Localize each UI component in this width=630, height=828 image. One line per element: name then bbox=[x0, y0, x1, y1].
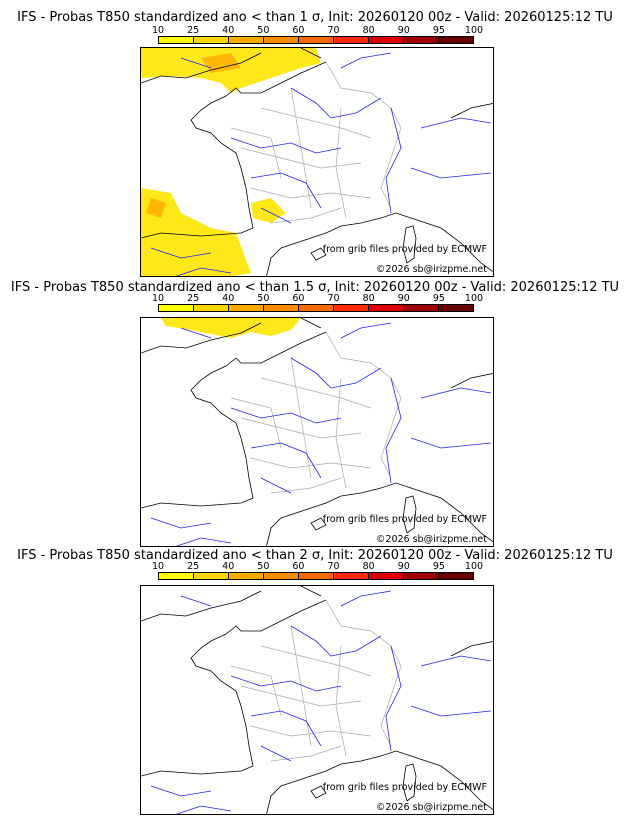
copyright-credit: ©2026 sb@irizpme.net bbox=[375, 264, 487, 275]
colorbar-tick-label: 70 bbox=[327, 293, 340, 304]
colorbar-tick-label: 40 bbox=[222, 293, 235, 304]
colorbar-tick-label: 25 bbox=[187, 561, 200, 572]
colorbar-segment bbox=[299, 37, 334, 43]
colorbar-tick-label: 25 bbox=[187, 293, 200, 304]
colorbar-segment bbox=[404, 305, 439, 311]
colorbar-tick-label: 90 bbox=[397, 293, 410, 304]
colorbar-tick-label: 80 bbox=[362, 25, 375, 36]
colorbar-segment bbox=[439, 37, 473, 43]
colorbar-tick-label: 10 bbox=[151, 25, 165, 36]
colorbar-segment bbox=[264, 37, 299, 43]
colorbar-tick-label: 100 bbox=[464, 293, 484, 304]
colorbar-tick-label: 10 bbox=[151, 561, 165, 572]
colorbar-tick-label: 80 bbox=[362, 293, 375, 304]
source-credit: from grib files provided by ECMWF bbox=[322, 514, 487, 525]
chart-title-2: IFS - Probas T850 standardized ano < tha… bbox=[10, 280, 620, 295]
colorbar-tick-label: 50 bbox=[257, 25, 270, 36]
colorbar-segment bbox=[404, 37, 439, 43]
colorbar-segment bbox=[369, 37, 404, 43]
colorbar-tick-label: 60 bbox=[292, 25, 305, 36]
colorbar-tick-label: 70 bbox=[327, 25, 340, 36]
chart-title-1: IFS - Probas T850 standardized ano < tha… bbox=[17, 10, 613, 25]
colorbar-segment bbox=[159, 573, 194, 579]
colorbar-segment bbox=[299, 573, 334, 579]
copyright-credit: ©2026 sb@irizpme.net bbox=[375, 802, 487, 813]
probability-area bbox=[141, 48, 321, 276]
colorbar-segment bbox=[404, 573, 439, 579]
colorbar-segment bbox=[264, 573, 299, 579]
colorbar-segment bbox=[369, 305, 404, 311]
probability-area bbox=[161, 318, 301, 338]
colorbar-tick-label: 50 bbox=[257, 561, 270, 572]
colorbar-tick-label: 100 bbox=[464, 561, 484, 572]
colorbar-tick-label: 95 bbox=[432, 25, 445, 36]
colorbar-tick-label: 25 bbox=[187, 25, 200, 36]
colorbar-tick-label: 90 bbox=[397, 561, 410, 572]
map-panel-2: from grib files provided by ECMWF ©2026 … bbox=[140, 317, 494, 547]
probability-map-2 bbox=[141, 318, 493, 546]
colorbar-segment bbox=[229, 573, 264, 579]
colorbar-tick-label: 100 bbox=[464, 25, 484, 36]
colorbar-tick-label: 40 bbox=[222, 561, 235, 572]
colorbar-segment bbox=[194, 37, 229, 43]
colorbar-segment bbox=[334, 305, 369, 311]
colorbar-segment bbox=[334, 573, 369, 579]
colorbar-tick-label: 70 bbox=[327, 561, 340, 572]
colorbar-segment bbox=[159, 37, 194, 43]
source-credit: from grib files provided by ECMWF bbox=[322, 244, 487, 255]
colorbar-segment bbox=[369, 573, 404, 579]
colorbar-segment bbox=[194, 305, 229, 311]
colorbar-tick-label: 40 bbox=[222, 25, 235, 36]
colorbar-segment bbox=[299, 305, 334, 311]
colorbar-tick-label: 60 bbox=[292, 561, 305, 572]
chart-title-3: IFS - Probas T850 standardized ano < tha… bbox=[17, 548, 613, 563]
map-panel-3: from grib files provided by ECMWF ©2026 … bbox=[140, 585, 494, 815]
probability-map-1 bbox=[141, 48, 493, 276]
colorbar-segment bbox=[194, 573, 229, 579]
colorbar-segment bbox=[264, 305, 299, 311]
colorbar-segment bbox=[334, 37, 369, 43]
copyright-credit: ©2026 sb@irizpme.net bbox=[375, 534, 487, 545]
colorbar-segment bbox=[159, 305, 194, 311]
colorbar-tick-label: 50 bbox=[257, 293, 270, 304]
colorbar-tick-label: 60 bbox=[292, 293, 305, 304]
colorbar-tick-label: 95 bbox=[432, 561, 445, 572]
probability-map-3 bbox=[141, 586, 493, 814]
map-panel-1: from grib files provided by ECMWF ©2026 … bbox=[140, 47, 494, 277]
colorbar-tick-label: 10 bbox=[151, 293, 165, 304]
colorbar-tick-label: 80 bbox=[362, 561, 375, 572]
source-credit: from grib files provided by ECMWF bbox=[322, 782, 487, 793]
colorbar-segment bbox=[439, 573, 473, 579]
colorbar-tick-label: 90 bbox=[397, 25, 410, 36]
colorbar-tick-label: 95 bbox=[432, 293, 445, 304]
colorbar-segment bbox=[229, 37, 264, 43]
colorbar-segment bbox=[229, 305, 264, 311]
colorbar-segment bbox=[439, 305, 473, 311]
